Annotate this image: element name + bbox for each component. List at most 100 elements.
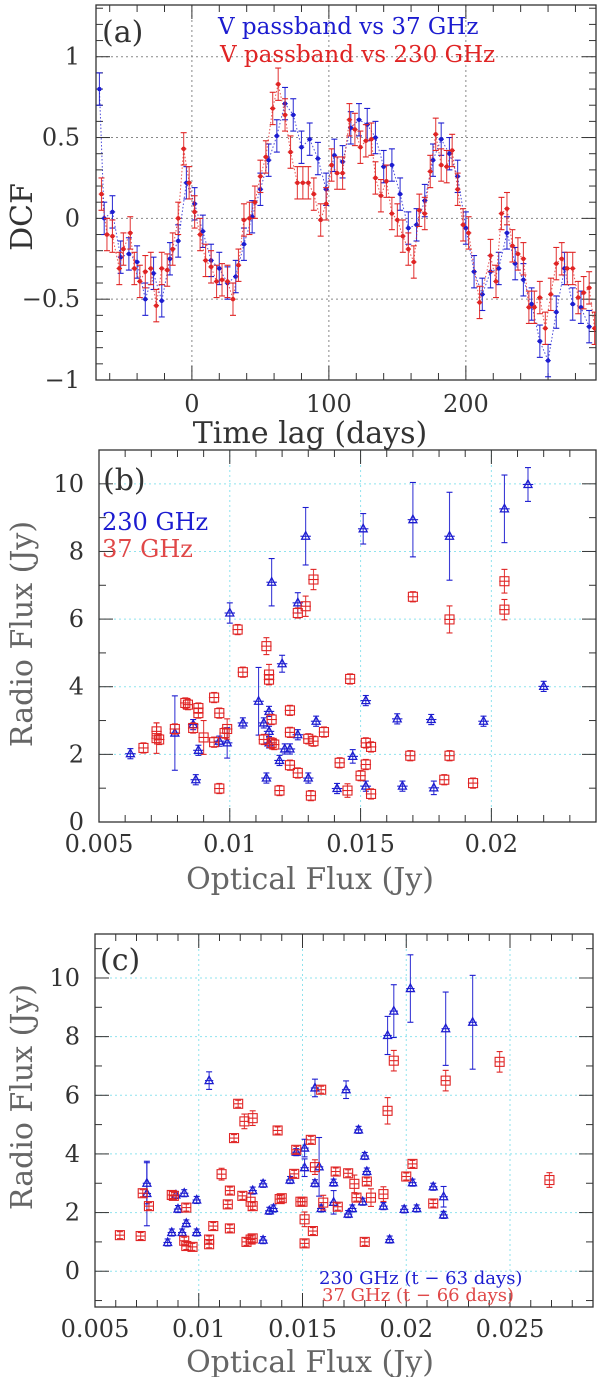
square-marker (138, 742, 149, 753)
data-point (310, 177, 317, 211)
triangle-marker (359, 1150, 370, 1160)
square-marker (284, 727, 296, 738)
data-point (542, 311, 549, 345)
triangle-marker (299, 1142, 310, 1152)
data-point (237, 717, 249, 729)
data-point (360, 780, 372, 792)
data-point (355, 770, 366, 782)
data-point (316, 1084, 327, 1095)
data-point (239, 1113, 250, 1130)
dot-marker (117, 266, 122, 271)
data-layer (96, 67, 596, 378)
y-tick-label: 2 (69, 740, 84, 768)
data-point (219, 263, 226, 297)
triangle-marker (237, 717, 248, 727)
dot-marker (586, 324, 592, 329)
data-point (465, 216, 472, 250)
data-point (291, 1144, 302, 1155)
data-point (177, 1226, 188, 1237)
dot-marker (488, 253, 493, 258)
triangle-marker (224, 607, 235, 617)
data-point (340, 1080, 352, 1100)
square-marker (305, 790, 316, 801)
data-point (147, 251, 154, 286)
data-point (309, 1177, 321, 1188)
data-point (175, 224, 182, 258)
data-point (428, 1180, 439, 1191)
data-point (175, 201, 182, 236)
data-point (558, 242, 565, 276)
square-marker (266, 737, 277, 748)
dot-marker (134, 259, 140, 265)
y-tick-label: 8 (69, 537, 84, 565)
triangle-marker (444, 530, 455, 540)
dot-marker (270, 106, 275, 111)
data-point (135, 1230, 146, 1242)
dot-marker (347, 117, 352, 122)
data-point (339, 156, 346, 190)
dot-marker (369, 136, 374, 142)
triangle-marker (407, 513, 418, 524)
data-point (224, 602, 236, 624)
dot-marker (504, 230, 510, 236)
square-marker (274, 785, 285, 796)
triangle-marker (309, 1177, 321, 1187)
data-point (399, 219, 406, 253)
square-marker (292, 767, 303, 779)
plot-frame (98, 449, 597, 823)
dot-marker (373, 175, 378, 181)
dot-marker (165, 267, 170, 273)
triangle-marker (378, 1200, 389, 1210)
data-point (109, 219, 116, 253)
y-tick-label: 8 (65, 1023, 80, 1051)
square-marker (209, 737, 220, 748)
data-point (378, 1186, 389, 1202)
data-point (494, 1051, 505, 1073)
data-point (405, 232, 412, 266)
square-marker (289, 1168, 300, 1179)
data-point (372, 161, 379, 195)
data-point (577, 290, 584, 324)
triangle-marker (426, 713, 437, 724)
data-point (310, 715, 322, 727)
series-line (98, 89, 590, 363)
triangle-marker (411, 1202, 422, 1213)
data-point (334, 757, 345, 769)
square-marker (330, 1166, 341, 1177)
data-point (208, 1221, 219, 1232)
dot-marker (545, 358, 551, 363)
data-point (284, 726, 296, 739)
dot-marker (241, 242, 247, 247)
triangle-marker (190, 773, 201, 784)
y-tick-label: −1 (45, 366, 80, 394)
data-point (410, 245, 417, 279)
data-point (317, 203, 324, 237)
series-red (114, 1049, 555, 1252)
square-marker (284, 760, 296, 771)
triangle-marker (328, 1176, 339, 1187)
data-point (125, 747, 136, 760)
dot-marker (581, 290, 586, 295)
triangle-marker (384, 1233, 395, 1244)
data-point (309, 1159, 321, 1176)
square-marker (494, 1056, 505, 1067)
dot-marker (537, 295, 543, 300)
plot-area: 0.005 0.01 0.015 0.02 0.025 0 2 4 6 8 10 (49, 933, 594, 1343)
x-axis-label: Optical Flux (Jy) (186, 862, 434, 897)
data-point (487, 238, 494, 273)
data-point (228, 1133, 240, 1144)
dot-marker (247, 216, 252, 221)
square-marker (342, 785, 353, 796)
dot-marker (99, 191, 104, 197)
y-tick-label: −0.5 (22, 285, 80, 313)
square-marker (299, 1214, 310, 1225)
dot-marker (433, 132, 438, 137)
dot-marker (455, 187, 460, 192)
dot-marker (439, 162, 444, 168)
data-point (300, 595, 311, 617)
data-point (407, 1158, 418, 1169)
data-point (266, 558, 277, 607)
dot-marker (291, 112, 296, 118)
panel-label: (a) (102, 15, 143, 50)
